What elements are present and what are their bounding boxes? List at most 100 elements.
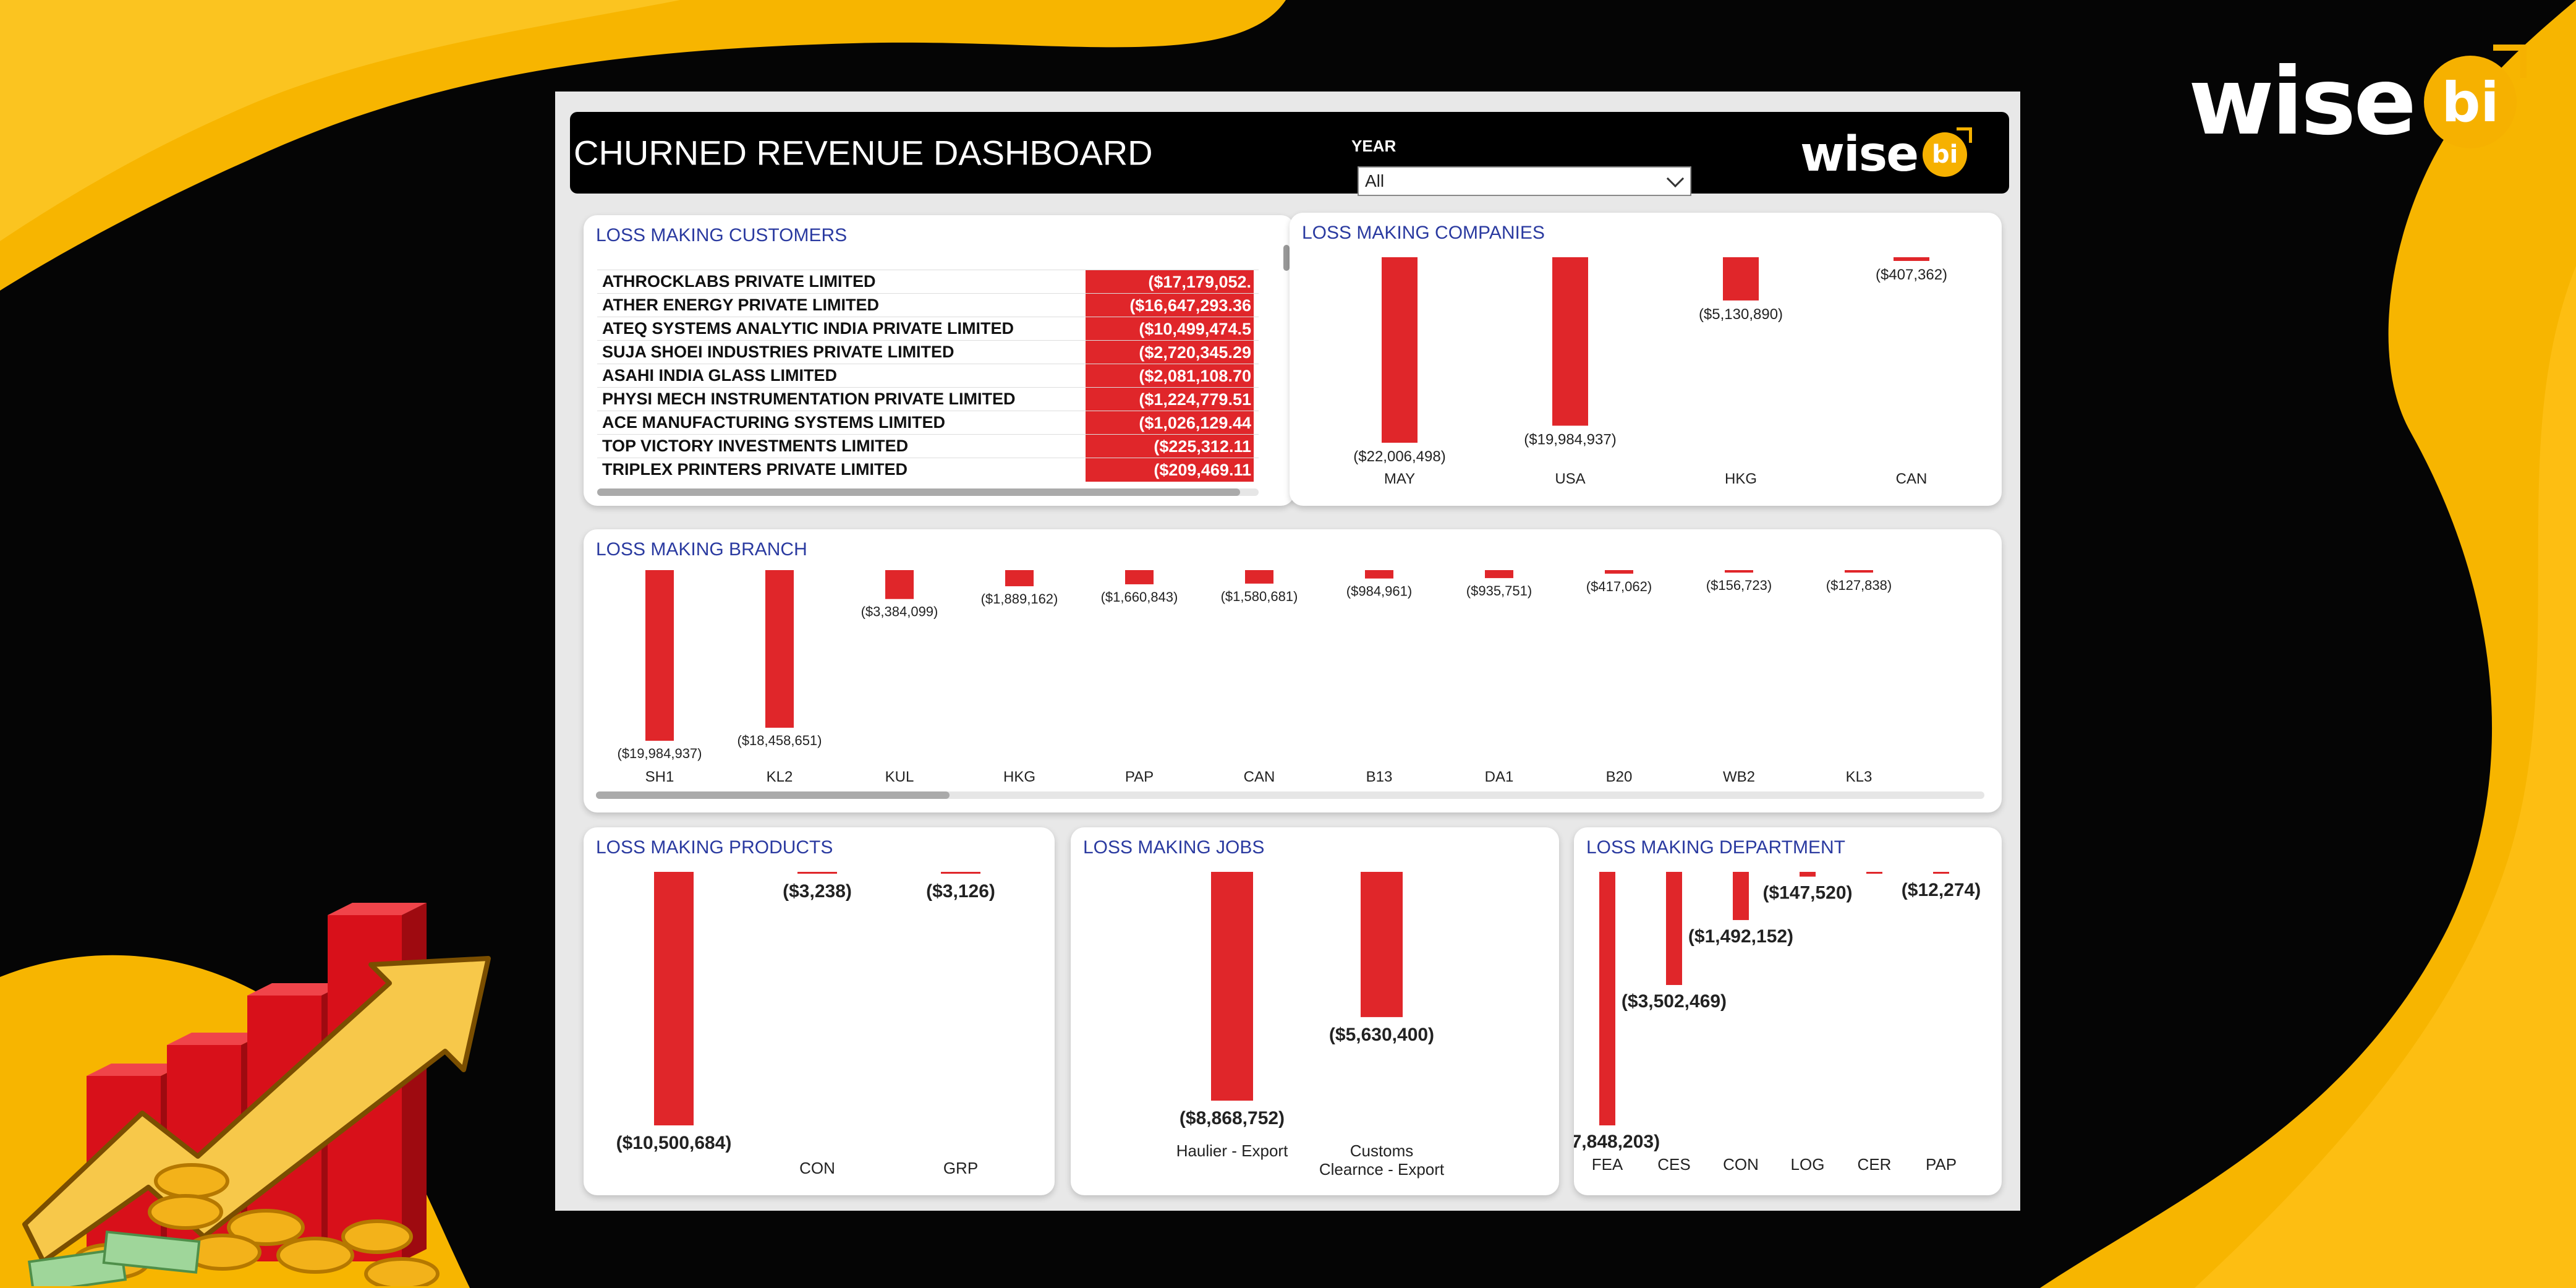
bar[interactable] [1733,872,1749,920]
header-logo: wise bi [1800,127,1973,179]
table-row[interactable]: PHYSI MECH INSTRUMENTATION PRIVATE LIMIT… [597,387,1259,411]
table-row[interactable]: TOP VICTORY INVESTMENTS LIMITED ($225,312… [597,434,1259,458]
data-label: ($12,274) [1902,880,1981,900]
department-bar-chart: ($7,848,203) FEA ($3,502,469) CES ($1,492,15… [1574,872,1981,1174]
bar[interactable] [1361,872,1403,1017]
bar[interactable] [645,570,674,741]
customers-title: LOSS MAKING CUSTOMERS [596,225,848,245]
bar[interactable] [1725,570,1753,573]
page-title: CHURNED REVENUE DASHBOARD [574,133,1153,173]
category-label: CER [1858,1155,1892,1174]
data-label: ($3,126) [926,881,995,902]
customer-name: ATHROCKLABS PRIVATE LIMITED [602,272,876,291]
bar[interactable] [1723,257,1759,301]
category-label: GRP [943,1159,978,1177]
coin-pile [72,1163,440,1286]
category-label: WB2 [1723,769,1755,785]
bar[interactable] [1005,570,1034,587]
bar[interactable] [1894,257,1929,261]
bar[interactable] [797,872,837,874]
customer-loss-value: ($17,179,052. [1086,270,1254,294]
bar[interactable] [1933,872,1949,874]
data-label: ($1,660,843) [1101,589,1178,605]
customer-loss-value: ($2,720,345.29 [1086,340,1254,364]
bar[interactable] [1552,257,1588,426]
category-label: CAN [1244,769,1275,785]
bar[interactable] [1599,872,1615,1125]
year-dropdown[interactable]: All [1358,166,1691,196]
table-row[interactable]: ASAHI INDIA GLASS LIMITED ($2,081,108.70 [597,364,1259,388]
category-label: LOG [1791,1155,1825,1174]
bar[interactable] [765,570,794,728]
data-label: ($3,502,469) [1622,991,1727,1012]
category-label: KL2 [767,769,793,785]
customer-loss-value: ($10,499,474.5 [1086,317,1254,341]
bar[interactable] [1866,872,1882,874]
department-title: LOSS MAKING DEPARTMENT [1586,837,1845,858]
bar[interactable] [1245,570,1273,584]
companies-bar-chart: ($22,006,498) MAY ($19,984,937) USA ($5,130,… [1353,257,1947,487]
data-label: ($407,362) [1876,267,1947,283]
bar[interactable] [1845,570,1873,573]
data-label: ($127,838) [1826,578,1892,593]
bar[interactable] [1605,570,1633,574]
branch-panel: LOSS MAKING BRANCH ($19,984,937) SH1 ($18,… [584,529,2002,812]
table-row[interactable]: ACE MANUFACTURING SYSTEMS LIMITED ($1,026… [597,411,1259,435]
bar[interactable] [1485,570,1513,578]
data-label: ($156,723) [1706,578,1772,593]
chevron-down-icon [1666,169,1685,188]
data-label: ($3,238) [783,881,852,902]
table-row[interactable]: ATHER ENERGY PRIVATE LIMITED ($16,647,293… [597,293,1259,317]
data-label: ($1,580,681) [1221,589,1298,604]
category-label: B20 [1606,769,1633,785]
customer-loss-value: ($1,026,129.44 [1086,411,1254,435]
companies-title: LOSS MAKING COMPANIES [1302,223,1545,243]
data-label: ($18,458,651) [738,733,822,748]
category-label: KL3 [1846,769,1872,785]
customers-horizontal-scrollbar[interactable] [597,488,1259,496]
bar[interactable] [1125,570,1154,584]
category-label: Haulier - Export [1176,1141,1288,1160]
category-label: HKG [1725,471,1757,487]
customer-name: ASAHI INDIA GLASS LIMITED [602,366,838,385]
bar[interactable] [1382,257,1418,443]
data-label: ($417,062) [1586,579,1652,594]
bar[interactable] [1211,872,1253,1101]
bar[interactable] [654,872,694,1125]
table-row[interactable]: TRIPLEX PRINTERS PRIVATE LIMITED ($209,46… [597,458,1259,482]
data-label: ($984,961) [1346,584,1412,599]
branch-horizontal-scrollbar[interactable] [596,791,1984,799]
table-row[interactable]: SUJA SHOEI INDUSTRIES PRIVATE LIMITED ($2… [597,340,1259,364]
category-label: MAY [1384,471,1415,487]
bar[interactable] [1666,872,1682,985]
trend-arrow [22,956,491,1264]
growth-chart-illustration [22,903,491,1286]
bar[interactable] [1800,872,1816,877]
data-label: ($1,889,162) [981,591,1058,607]
table-row[interactable]: ATHROCKLABS PRIVATE LIMITED ($17,179,052. [597,270,1259,294]
category-label: CON [799,1159,835,1177]
data-label: ($10,500,684) [616,1133,732,1153]
data-label: ($8,868,752) [1180,1108,1285,1128]
table-row[interactable]: ATEQ SYSTEMS ANALYTIC INDIA PRIVATE LIMI… [597,317,1259,341]
customer-loss-value: ($225,312.11 [1086,434,1254,458]
data-label: ($19,984,937) [1524,431,1616,448]
customer-name: ATHER ENERGY PRIVATE LIMITED [602,296,880,314]
bar[interactable] [885,570,914,599]
scrollbar-thumb[interactable] [596,791,950,799]
data-label: ($1,492,152) [1688,926,1793,947]
scrollbar-thumb[interactable] [1283,245,1290,271]
logo-wordmark: wise [2188,48,2417,156]
customer-loss-value: ($209,469.11 [1086,458,1254,482]
customers-vertical-scrollbar[interactable] [1283,245,1290,461]
customers-panel: LOSS MAKING CUSTOMERS ATHROCKLABS PRIVAT… [584,215,1294,506]
bar[interactable] [941,872,980,874]
scrollbar-thumb[interactable] [597,488,1240,496]
products-title: LOSS MAKING PRODUCTS [596,837,833,858]
bar[interactable] [1365,570,1393,579]
customers-table[interactable]: ATHROCKLABS PRIVATE LIMITED ($17,179,052.… [597,267,1259,490]
data-label: ($5,630,400) [1329,1025,1434,1045]
branch-bar-chart: ($19,984,937) SH1 ($18,458,651) KL2 ($3,384,… [618,570,1892,785]
companies-panel: LOSS MAKING COMPANIES ($22,006,498) MAY ($… [1290,213,2002,506]
customer-loss-value: ($2,081,108.70 [1086,364,1254,388]
